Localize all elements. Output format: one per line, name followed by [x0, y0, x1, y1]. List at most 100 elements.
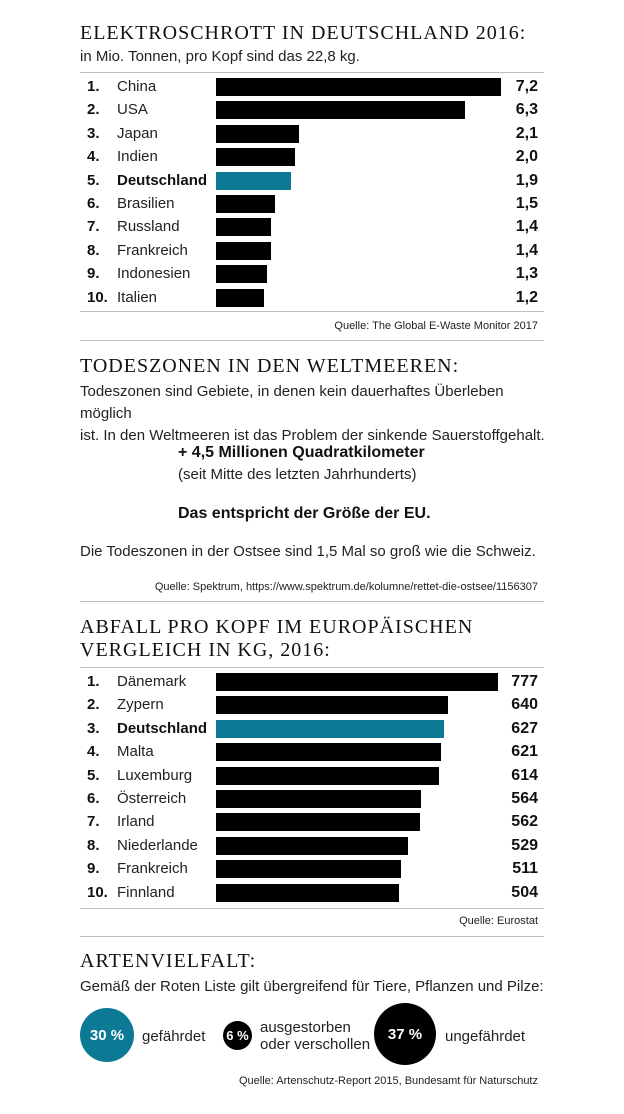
ewaste-value-label: 1,3: [515, 265, 538, 283]
ewaste-category-label: Brasilien: [117, 195, 175, 212]
ewaste-bottom-rule: [80, 311, 544, 312]
waste-category-label: Irland: [117, 813, 155, 831]
ewaste-bar: [216, 148, 295, 167]
waste-rank: 4.: [87, 743, 100, 761]
ewaste-value-label: 1,9: [515, 171, 538, 189]
ewaste-bar: [216, 195, 275, 213]
circle-endangered: 30 %: [80, 1008, 134, 1062]
waste-value-label: 627: [511, 719, 538, 737]
circle-endangered-value: 30 %: [89, 1026, 125, 1044]
ewaste-bar: [216, 241, 271, 260]
section-divider-3: [80, 936, 544, 937]
circle-not-endangered-value: 37 %: [387, 1025, 423, 1043]
ewaste-value-label: 1,4: [515, 218, 538, 236]
waste-bar: [216, 790, 421, 808]
ewaste-value-label: 1,2: [515, 288, 538, 306]
waste-rank: 1.: [87, 673, 100, 690]
biodiversity-title: Artenvielfalt:: [80, 950, 257, 972]
label-not-endangered: ungefährdet: [445, 1028, 526, 1045]
ewaste-value-label: 2,0: [515, 148, 538, 166]
label-extinct-line-2: oder verschollen: [260, 1036, 371, 1053]
ewaste-rank: 1.: [87, 78, 100, 95]
circle-not-endangered: 37 %: [374, 1003, 436, 1065]
ewaste-value-label: 1,5: [515, 195, 538, 212]
waste-bar: [216, 719, 444, 738]
waste-category-label: Dänemark: [117, 673, 187, 690]
biodiversity-source: Quelle: Artenschutz-Report 2015, Bundesa…: [239, 1075, 538, 1087]
ewaste-bar: [216, 288, 264, 307]
waste-value-label: 529: [511, 836, 538, 854]
ewaste-bar: [216, 218, 271, 237]
waste-category-label: Frankreich: [117, 860, 188, 878]
waste-category-label: Niederlande: [117, 836, 198, 854]
deadzones-paragraph: Todeszonen sind Gebiete, in denen kein d…: [80, 381, 550, 447]
ewaste-rank: 8.: [87, 241, 100, 259]
waste-bottom-rule: [80, 908, 544, 909]
ewaste-value-label: 7,2: [515, 78, 538, 95]
waste-category-label: Malta: [117, 743, 154, 761]
waste-value-label: 504: [511, 883, 538, 901]
ewaste-bar: [216, 124, 299, 143]
ewaste-bar: [216, 101, 465, 120]
ewaste-category-label: USA: [117, 101, 148, 119]
waste-source: Quelle: Eurostat: [459, 915, 538, 927]
ewaste-value-label: 6,3: [515, 101, 538, 119]
ewaste-value-label: 2,1: [515, 124, 538, 142]
ewaste-category-label: Indien: [117, 148, 158, 166]
waste-rank: 10.: [87, 883, 108, 901]
ewaste-rank: 7.: [87, 218, 100, 236]
waste-value-label: 614: [511, 766, 538, 784]
circle-extinct: 6 %: [223, 1021, 252, 1050]
ewaste-value-label: 1,4: [515, 241, 538, 259]
waste-bar: [216, 696, 448, 715]
waste-rank: 6.: [87, 790, 100, 807]
waste-value-label: 640: [511, 696, 538, 714]
waste-bar: [216, 883, 399, 902]
label-extinct: ausgestorben oder verschollen: [260, 1019, 370, 1053]
waste-rank: 9.: [87, 860, 100, 878]
waste-bar: [216, 836, 408, 855]
deadzones-highlight: + 4,5 Millionen Quadratkilometer: [178, 444, 425, 461]
waste-bar: [216, 766, 439, 785]
waste-value-label: 511: [512, 860, 538, 878]
waste-rank: 2.: [87, 696, 100, 714]
waste-bar: [216, 813, 420, 832]
ewaste-category-label: Italien: [117, 288, 158, 306]
waste-category-label: Zypern: [117, 696, 164, 714]
deadzones-highlight-note: (seit Mitte des letzten Jahrhunderts): [178, 466, 417, 483]
section-divider-1: [80, 340, 544, 341]
waste-value-label: 777: [511, 673, 538, 690]
ewaste-rank: 3.: [87, 124, 100, 142]
waste-category-label: Luxemburg: [117, 766, 193, 784]
ewaste-bar: [216, 171, 291, 190]
deadzones-paragraph-line-1: Todeszonen sind Gebiete, in denen kein d…: [80, 383, 504, 422]
deadzones-eu-note: Das entspricht der Größe der EU.: [178, 505, 431, 522]
label-endangered: gefährdet: [142, 1028, 206, 1045]
waste-bar: [216, 743, 441, 762]
waste-value-label: 621: [511, 743, 538, 761]
ewaste-rank: 2.: [87, 101, 100, 119]
section-divider-2: [80, 601, 544, 602]
ewaste-rank: 6.: [87, 195, 100, 212]
waste-rank: 7.: [87, 813, 100, 831]
deadzones-paragraph-line-2: ist. In den Weltmeeren ist das Problem d…: [80, 427, 545, 444]
waste-value-label: 562: [511, 813, 538, 831]
ewaste-category-label: China: [117, 78, 157, 95]
deadzones-title: Todeszonen in den Weltmeeren:: [80, 355, 460, 377]
waste-value-label: 564: [511, 790, 538, 807]
ewaste-bar-chart: 1. China 7,2 2. USA 6,3 3. Japan 2,1 4. Indien 2,0 5…: [0, 0, 624, 307]
deadzones-source: Quelle: Spektrum, https://www.spektrum.d…: [154, 581, 538, 593]
ewaste-category-label: Indonesien: [117, 265, 191, 283]
ewaste-title: Elektroschrott in Deutschland 2016:: [80, 22, 527, 44]
waste-bar: [216, 860, 401, 879]
label-extinct-line-1: ausgestorben: [260, 1019, 351, 1036]
waste-category-label: Deutschland: [117, 719, 208, 737]
waste-top-rule: [80, 667, 544, 668]
ewaste-bar: [216, 78, 501, 96]
ewaste-rank: 9.: [87, 265, 100, 283]
biodiversity-subtitle: Gemäß der Roten Liste gilt übergreifend …: [80, 978, 544, 995]
waste-bar-chart: 1. Dänemark 777 2. Zypern 640 3. Deutschland 627…: [0, 0, 624, 902]
ewaste-source: Quelle: The Global E-Waste Monitor 2017: [334, 320, 538, 332]
waste-rank: 8.: [87, 836, 100, 854]
ewaste-rank: 4.: [87, 148, 100, 166]
